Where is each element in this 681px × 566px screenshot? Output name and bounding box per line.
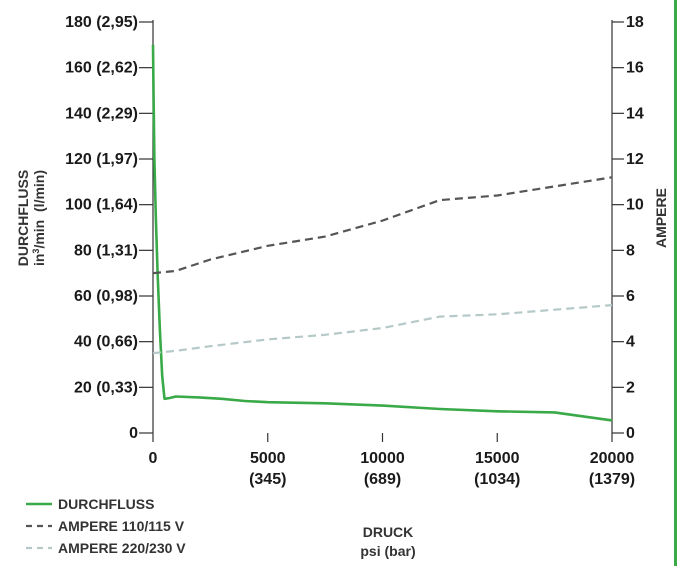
left-y-axis-title: DURCHFLUSS bbox=[15, 170, 31, 266]
x-tick-label: 10000 bbox=[360, 450, 405, 467]
right-y-tick-label: 10 bbox=[626, 197, 644, 214]
series-layer bbox=[151, 44, 613, 422]
right-y-tick-label: 18 bbox=[626, 14, 644, 31]
left-y-tick-label: 60 (0,98) bbox=[74, 288, 138, 305]
right-y-ticks: 0 2 4 6 8 10 12 14 16 18 bbox=[612, 14, 644, 442]
x-axis-title: DRUCK bbox=[363, 524, 414, 540]
x-tick-label: 20000 bbox=[590, 450, 635, 467]
right-y-tick-label: 16 bbox=[626, 60, 644, 77]
legend-label: DURCHFLUSS bbox=[58, 496, 154, 512]
x-tick-sublabel: (1034) bbox=[474, 471, 520, 488]
ampere-220-line bbox=[152, 304, 613, 355]
left-y-ticks: 0 20 (0,33) 40 (0,66) 60 (0,98) 80 (1,31) 100… bbox=[65, 14, 153, 442]
left-y-tick-label: 40 (0,66) bbox=[74, 334, 138, 351]
left-y-tick-label: 120 (1,97) bbox=[65, 151, 138, 168]
left-y-unit-superscript: 3 bbox=[31, 249, 41, 254]
right-y-tick-label: 8 bbox=[626, 242, 635, 259]
ampere-110-line bbox=[152, 176, 613, 275]
right-y-tick-label: 12 bbox=[626, 151, 644, 168]
right-y-tick-label: 0 bbox=[626, 425, 635, 442]
left-y-tick-label: 160 (2,62) bbox=[65, 60, 138, 77]
legend-item-ampere-220: AMPERE 220/230 V bbox=[26, 540, 186, 556]
legend-label: AMPERE 220/230 V bbox=[58, 540, 186, 556]
left-y-tick-label: 80 (1,31) bbox=[74, 242, 138, 259]
x-tick-sublabel: (1379) bbox=[589, 471, 635, 488]
right-y-tick-label: 2 bbox=[626, 379, 635, 396]
x-tick-label: 15000 bbox=[475, 450, 520, 467]
right-y-tick-label: 4 bbox=[626, 334, 635, 351]
x-axis-unit: psi (bar) bbox=[360, 543, 415, 559]
right-y-tick-label: 14 bbox=[626, 105, 644, 122]
legend: DURCHFLUSS AMPERE 110/115 V AMPERE 220/230… bbox=[26, 496, 186, 556]
left-y-tick-label: 0 bbox=[129, 425, 138, 442]
x-tick-label: 5000 bbox=[250, 450, 286, 467]
left-y-tick-label: 180 (2,95) bbox=[65, 14, 138, 31]
x-tick-label: 0 bbox=[149, 450, 158, 467]
left-y-unit-suffix: /min (l/min) bbox=[31, 170, 47, 249]
left-y-unit-prefix: in bbox=[31, 254, 47, 266]
left-y-tick-label: 100 (1,64) bbox=[65, 197, 138, 214]
left-y-tick-label: 20 (0,33) bbox=[74, 379, 138, 396]
x-tick-sublabel: (345) bbox=[249, 471, 286, 488]
durchfluss-line bbox=[151, 44, 613, 422]
x-tick-sublabel: (689) bbox=[364, 471, 401, 488]
right-y-tick-label: 6 bbox=[626, 288, 635, 305]
legend-label: AMPERE 110/115 V bbox=[58, 518, 185, 534]
left-y-tick-label: 140 (2,29) bbox=[65, 105, 138, 122]
x-ticks: 0 5000 (345) 10000 (689) 15000 (1034) 20000 (137… bbox=[149, 433, 635, 488]
left-y-axis-unit: in3/min (l/min) bbox=[31, 170, 47, 266]
plot-area: 020 (0,33)40 (0,66)60 (0,98)80 (1,31)100… bbox=[65, 14, 644, 488]
right-y-axis-title: AMPERE bbox=[653, 188, 669, 248]
legend-item-durchfluss: DURCHFLUSS bbox=[26, 496, 154, 512]
legend-item-ampere-110: AMPERE 110/115 V bbox=[26, 518, 185, 534]
